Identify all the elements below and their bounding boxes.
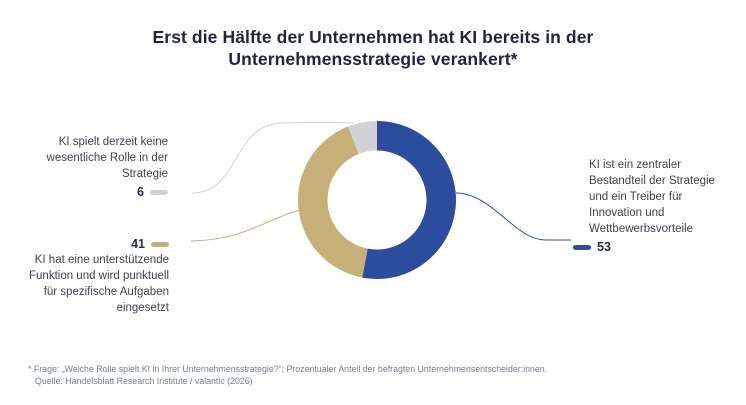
callout-none-label: KI spielt derzeit keine wesentliche Roll…: [46, 136, 168, 180]
donut-segment-supporting: [298, 126, 368, 278]
chart-title-line1: Erst die Hälfte der Unternehmen hat KI b…: [152, 27, 594, 47]
chart-title-line2: Unternehmensstrategie verankert*: [228, 49, 518, 69]
callout-central-value: 53: [597, 240, 611, 254]
footnote: * Frage: „Welche Rolle spielt KI in Ihre…: [28, 364, 547, 387]
callout-none-value: 6: [137, 185, 144, 199]
callout-central-value-row: 53: [573, 239, 731, 255]
legend-marker-supporting: [151, 241, 169, 247]
footnote-question: * Frage: „Welche Rolle spielt KI in Ihre…: [28, 364, 548, 374]
callout-supporting: 41 KI hat eine unterstützende Funktion u…: [22, 234, 169, 316]
callout-central: KI ist ein zentraler Bestandteil der Str…: [573, 157, 731, 255]
connector-line-central: [455, 192, 571, 241]
connector-line-none: [191, 121, 355, 194]
donut-segment-central: [362, 121, 457, 279]
callout-none-value-row: 6: [34, 184, 168, 200]
donut-segments: [298, 121, 457, 279]
callout-supporting-label: KI hat eine unterstützende Funktion und …: [29, 254, 169, 314]
callout-central-label: KI ist ein zentraler Bestandteil der Str…: [589, 159, 715, 235]
callout-none: KI spielt derzeit keine wesentliche Roll…: [34, 134, 168, 200]
callout-supporting-value-row: 41: [22, 236, 169, 252]
donut-segment-none: [347, 121, 377, 154]
callout-supporting-value: 41: [131, 237, 145, 251]
footnote-source: Quelle: Handelsblatt Research Institute …: [35, 375, 253, 386]
legend-marker-central: [573, 244, 591, 250]
chart-title: Erst die Hälfte der Unternehmen hat KI b…: [0, 26, 746, 70]
legend-marker-none: [150, 189, 168, 195]
